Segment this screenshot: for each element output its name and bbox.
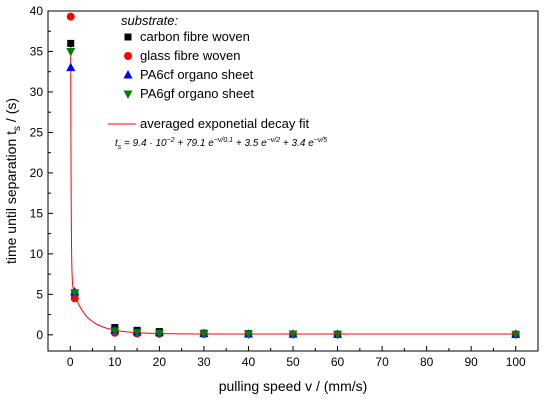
y-axis-label: time until separation ts / (s) bbox=[3, 98, 23, 264]
formula-exp-2: −v/0.1 bbox=[214, 137, 233, 144]
plot-area bbox=[66, 12, 521, 340]
data-point bbox=[67, 39, 75, 47]
fit-curve bbox=[70, 44, 516, 335]
legend-marker bbox=[124, 52, 132, 60]
legend: substrate: carbon fibre woven glass fibre… bbox=[108, 13, 327, 151]
legend-label: PA6cf organo sheet bbox=[140, 67, 254, 82]
x-tick-label: 20 bbox=[153, 355, 167, 369]
legend-marker bbox=[123, 90, 133, 99]
y-tick-label: 40 bbox=[30, 4, 44, 18]
data-point bbox=[132, 328, 142, 338]
x-tick-label: 30 bbox=[197, 355, 211, 369]
legend-marker bbox=[124, 33, 132, 41]
x-tick-label: 10 bbox=[108, 355, 122, 369]
x-tick-label: 80 bbox=[420, 355, 434, 369]
y-tick-label: 25 bbox=[30, 125, 44, 139]
data-point bbox=[333, 330, 343, 340]
legend-title: substrate: bbox=[121, 13, 178, 28]
y-axis-ticks: 0 5 10 15 20 25 30 35 40 bbox=[30, 4, 53, 342]
data-point bbox=[288, 330, 298, 340]
data-point bbox=[66, 47, 76, 57]
y-axis-label-subscript: s bbox=[12, 126, 23, 131]
formula-body-3: + 3.5 e bbox=[233, 138, 267, 149]
y-tick-label: 20 bbox=[30, 166, 44, 180]
x-tick-label: 70 bbox=[375, 355, 389, 369]
x-tick-label: 50 bbox=[286, 355, 300, 369]
x-tick-label: 90 bbox=[465, 355, 479, 369]
x-tick-label: 100 bbox=[506, 355, 526, 369]
fit-formula: ts = 9.4 · 10−2 + 79.1 e−v/0.1 + 3.5 e−v… bbox=[115, 137, 327, 151]
x-axis-ticks: 0 10 20 30 40 50 60 70 80 90 100 bbox=[47, 346, 539, 369]
formula-t-sub: s bbox=[118, 144, 122, 151]
data-point bbox=[66, 12, 75, 21]
data-point bbox=[70, 294, 79, 303]
data-point bbox=[243, 330, 253, 339]
legend-label: carbon fibre woven bbox=[140, 29, 250, 44]
legend-fit-label: averaged exponetial decay fit bbox=[140, 116, 310, 131]
y-tick-label: 30 bbox=[30, 85, 44, 99]
y-axis-label-unit: / (s) bbox=[3, 98, 19, 126]
data-point bbox=[70, 289, 80, 298]
y-tick-label: 0 bbox=[36, 328, 43, 342]
data-point bbox=[66, 62, 76, 72]
legend-label: PA6gf organo sheet bbox=[140, 86, 254, 101]
data-point bbox=[199, 330, 209, 339]
legend-marker bbox=[123, 70, 133, 79]
legend-label: glass fibre woven bbox=[140, 48, 240, 63]
legend-items: carbon fibre woven glass fibre woven PA6cf… bbox=[123, 29, 254, 101]
formula-body-1: = 9.4 · 10 bbox=[121, 138, 167, 149]
formula-body-4: + 3.4 e bbox=[280, 138, 314, 149]
y-tick-label: 35 bbox=[30, 44, 44, 58]
plot-frame bbox=[47, 10, 539, 352]
y-tick-label: 15 bbox=[30, 206, 44, 220]
data-point bbox=[154, 329, 164, 339]
formula-exp-4: −v/5 bbox=[314, 137, 328, 144]
data-point bbox=[511, 330, 521, 340]
y-tick-label: 5 bbox=[36, 287, 43, 301]
x-tick-label: 0 bbox=[67, 355, 74, 369]
x-tick-label: 60 bbox=[331, 355, 345, 369]
y-axis-label-main: time until separation t bbox=[3, 131, 19, 264]
formula-exp-1: −2 bbox=[167, 137, 175, 144]
formula-exp-3: −v/2 bbox=[267, 137, 281, 144]
formula-t: t bbox=[115, 138, 119, 149]
data-point bbox=[110, 327, 120, 336]
formula-body-2: + 79.1 e bbox=[175, 138, 215, 149]
y-tick-label: 10 bbox=[30, 247, 44, 261]
x-axis-label: pulling speed v / (mm/s) bbox=[219, 378, 368, 394]
x-tick-label: 40 bbox=[242, 355, 256, 369]
